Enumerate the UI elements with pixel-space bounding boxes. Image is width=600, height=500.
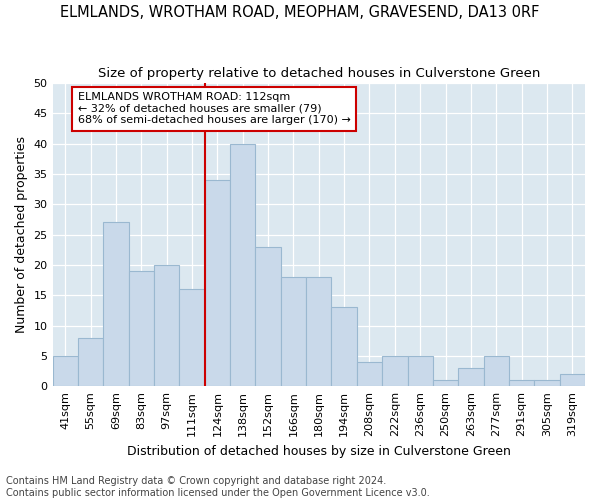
Bar: [458, 368, 484, 386]
Bar: [256, 246, 281, 386]
Text: Contains HM Land Registry data © Crown copyright and database right 2024.
Contai: Contains HM Land Registry data © Crown c…: [6, 476, 430, 498]
Bar: [509, 380, 534, 386]
Bar: [179, 289, 205, 386]
Bar: [154, 265, 179, 386]
Bar: [205, 180, 230, 386]
Bar: [103, 222, 128, 386]
Bar: [382, 356, 407, 386]
Text: ELMLANDS WROTHAM ROAD: 112sqm
← 32% of detached houses are smaller (79)
68% of s: ELMLANDS WROTHAM ROAD: 112sqm ← 32% of d…: [78, 92, 351, 126]
Bar: [407, 356, 433, 386]
Bar: [306, 277, 331, 386]
Bar: [53, 356, 78, 386]
Bar: [560, 374, 585, 386]
Bar: [128, 271, 154, 386]
Title: Size of property relative to detached houses in Culverstone Green: Size of property relative to detached ho…: [98, 68, 540, 80]
Bar: [331, 308, 357, 386]
Bar: [357, 362, 382, 386]
X-axis label: Distribution of detached houses by size in Culverstone Green: Distribution of detached houses by size …: [127, 444, 511, 458]
Bar: [78, 338, 103, 386]
Bar: [281, 277, 306, 386]
Bar: [433, 380, 458, 386]
Bar: [534, 380, 560, 386]
Bar: [230, 144, 256, 386]
Bar: [484, 356, 509, 386]
Y-axis label: Number of detached properties: Number of detached properties: [15, 136, 28, 333]
Text: ELMLANDS, WROTHAM ROAD, MEOPHAM, GRAVESEND, DA13 0RF: ELMLANDS, WROTHAM ROAD, MEOPHAM, GRAVESE…: [61, 5, 539, 20]
